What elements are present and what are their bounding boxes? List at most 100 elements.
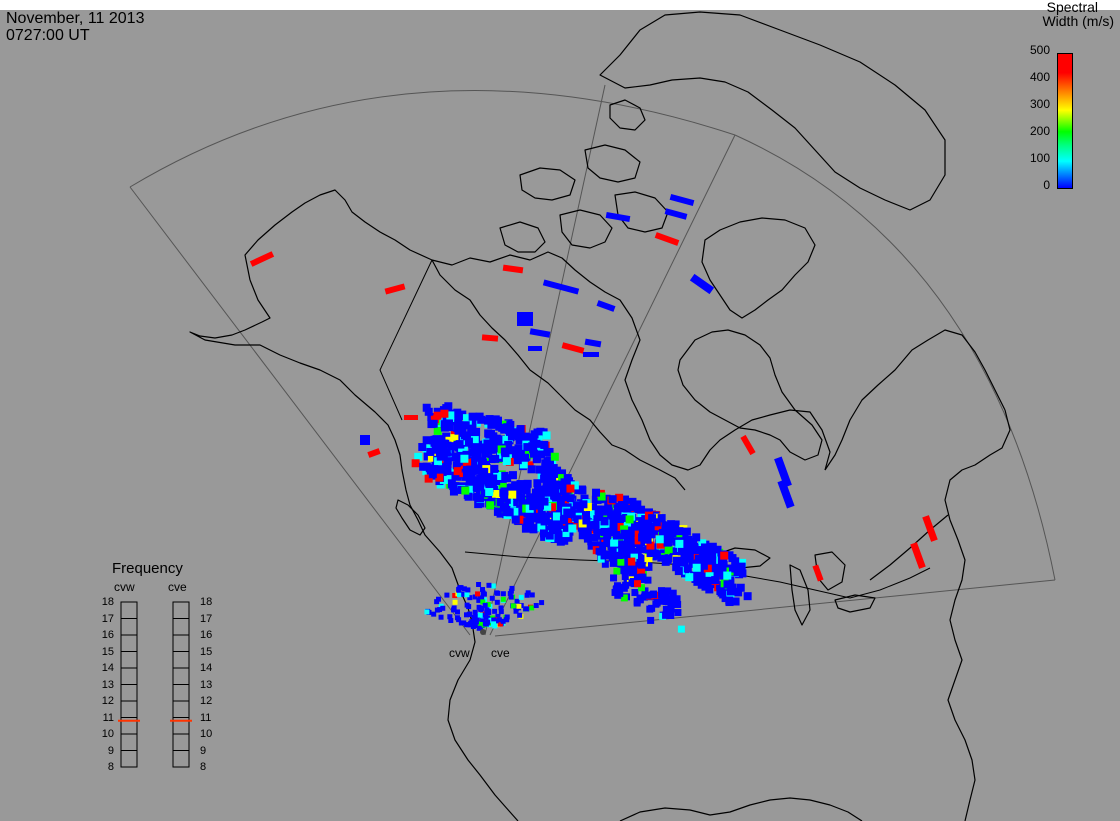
scatter-cell: [459, 463, 468, 472]
scatter-cell: [604, 551, 613, 560]
scatter-cell: [498, 609, 504, 615]
scatter-cell: [476, 597, 482, 603]
scatter-cell: [629, 534, 638, 543]
scatter-cell: [509, 585, 515, 591]
scatter-cell: [360, 435, 370, 445]
scatter-cell: [734, 588, 743, 597]
scatter-cell: [486, 501, 495, 510]
scatter-cell: [513, 608, 519, 614]
scatter-cell: [384, 283, 406, 295]
scatter-cell: [690, 553, 699, 562]
scatter-cell: [529, 328, 551, 338]
scatter-cell: [535, 465, 544, 474]
scatter-cell: [546, 471, 555, 480]
scatter-cell: [503, 508, 512, 517]
scatter-cell: [529, 525, 538, 534]
scatter-cell: [485, 487, 494, 496]
scatter-cell: [609, 558, 618, 567]
scatter-cell: [601, 560, 609, 568]
scatter-cell: [677, 547, 686, 556]
scatter-cell: [367, 448, 381, 458]
map-background: [0, 10, 1120, 821]
scatter-cell: [610, 574, 618, 582]
scatter-cell: [521, 432, 530, 441]
scatter-cell: [561, 493, 570, 502]
frequency-tick-right: 10: [200, 728, 213, 740]
scatter-cell: [436, 452, 445, 461]
scatter-cell: [502, 495, 511, 504]
scatter-cell: [453, 408, 462, 417]
scatter-cell: [664, 534, 673, 543]
scatter-cell: [677, 554, 686, 563]
date-label: November, 11 2013: [6, 10, 145, 27]
frequency-tick-right: 16: [200, 629, 213, 641]
colorbar-tick: 100: [1029, 151, 1050, 165]
scatter-cell: [539, 529, 548, 538]
frequency-tick-left: 14: [101, 662, 114, 674]
atlantic-coast: [944, 409, 1011, 821]
scatter-cell: [737, 562, 746, 571]
scatter-cell: [662, 610, 670, 618]
scatter-cell: [625, 515, 634, 524]
scatter-cell: [434, 457, 443, 466]
frequency-tick-right: 9: [200, 744, 207, 757]
arctic-islands-2: [584, 144, 641, 183]
radar-site-marker: [480, 629, 486, 635]
st-lawrence: [869, 514, 949, 581]
vancouver-island: [395, 499, 426, 536]
scatter-cell: [678, 560, 687, 569]
scatter-cell: [683, 564, 692, 573]
scatter-cell: [529, 502, 538, 511]
scatter-cell: [461, 431, 470, 440]
frequency-tick-right: 17: [200, 612, 213, 625]
scatter-cell: [440, 409, 449, 418]
scatter-cell: [468, 420, 477, 429]
scatter-cell: [443, 463, 452, 472]
frequency-tick-right: 12: [200, 695, 213, 707]
scatter-cell: [484, 478, 493, 487]
scatter-cell: [539, 600, 545, 606]
scatter-cell: [628, 579, 636, 587]
scatter-cell: [513, 502, 522, 511]
scatter-cell: [578, 531, 587, 540]
scatter-cell: [646, 549, 655, 558]
scatter-cell: [726, 587, 735, 596]
scatter-cell: [433, 426, 442, 435]
scatter-cell: [705, 572, 714, 581]
scatter-cell: [556, 537, 565, 546]
scatter-cell: [579, 500, 588, 509]
scatter-cell: [617, 501, 626, 510]
frequency-radar-label-cve: cve: [168, 580, 187, 594]
scatter-cell: [502, 457, 511, 466]
scatter-cell: [516, 603, 522, 609]
scatter-cell: [476, 581, 482, 587]
scatter-cell: [568, 524, 577, 533]
scatter-cell: [464, 492, 473, 501]
scatter-cell: [633, 580, 641, 588]
scatter-cell: [608, 517, 617, 526]
scatter-cell: [736, 583, 745, 592]
scatter-cell: [922, 515, 938, 542]
scatter-cell: [566, 494, 575, 503]
top-margin: [0, 0, 1120, 10]
scatter-cell: [636, 594, 644, 602]
scatter-cell: [510, 603, 516, 609]
scatter-cell: [411, 459, 420, 468]
eastern-canada-us: [699, 565, 931, 599]
scatter-cell: [624, 530, 633, 539]
scatter-cell: [593, 524, 602, 533]
scatter-cell: [657, 514, 666, 523]
scatter-cell: [437, 607, 443, 613]
scatter-cell: [489, 485, 498, 494]
scatter-cell: [692, 563, 701, 572]
frequency-tick-right: 13: [200, 678, 213, 691]
scatter-cell: [599, 547, 607, 555]
scatter-cell: [464, 602, 470, 608]
scatter-cell: [720, 551, 729, 560]
scatter-cell: [540, 474, 549, 483]
scatter-cell: [480, 587, 486, 593]
scatter-cell: [424, 474, 433, 483]
scatter-cell: [602, 494, 611, 503]
scatter-cell: [486, 582, 492, 588]
scatter-cell: [623, 504, 632, 513]
